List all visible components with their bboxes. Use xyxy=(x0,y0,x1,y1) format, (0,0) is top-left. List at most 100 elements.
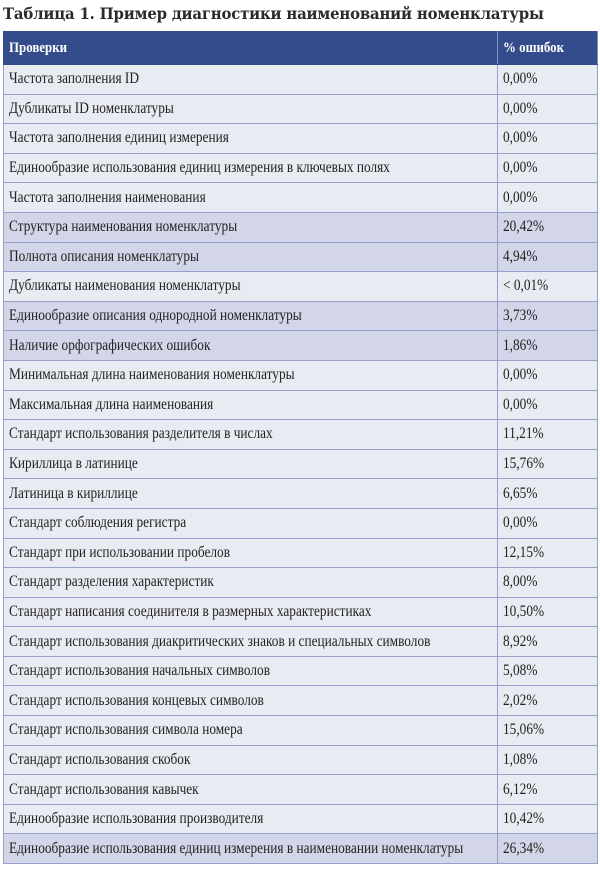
check-name-cell: Стандарт при использовании пробелов xyxy=(3,537,498,569)
error-percent-cell: 4,94% xyxy=(497,241,598,273)
error-percent: 8,92% xyxy=(503,632,538,650)
error-percent-cell: 0,00% xyxy=(497,64,598,95)
error-percent-cell: 10,42% xyxy=(497,803,598,835)
check-name: Наличие орфографических ошибок xyxy=(9,336,211,354)
error-percent: 10,42% xyxy=(503,810,545,828)
check-name: Частота заполнения единиц измерения xyxy=(9,129,229,147)
check-name-cell: Минимальная длина наименования номенклат… xyxy=(3,359,498,391)
error-percent-cell: 3,73% xyxy=(497,300,598,332)
error-percent: 8,00% xyxy=(503,573,538,591)
error-percent-cell: 11,21% xyxy=(497,419,598,450)
error-percent: 15,06% xyxy=(503,721,545,739)
error-percent-cell: 0,00% xyxy=(497,123,598,154)
check-name-cell: Стандарт использования концевых символов xyxy=(3,685,498,717)
error-percent-cell: 6,12% xyxy=(497,774,598,805)
table-row: Стандарт соблюдения регистра 0,00% xyxy=(3,507,598,539)
check-name-cell: Стандарт соблюдения регистра xyxy=(3,507,498,539)
error-percent: 12,15% xyxy=(503,543,545,561)
table-row: Кириллица в латинице 15,76% xyxy=(3,448,598,480)
check-name: Латиница в кириллице xyxy=(9,484,138,502)
error-percent-cell: 0,00% xyxy=(497,389,598,421)
check-name-cell: Дубликаты ID номенклатуры xyxy=(3,93,498,125)
table-row: Частота заполнения единиц измерения 0,00% xyxy=(3,123,598,154)
error-percent-cell: 8,92% xyxy=(497,626,598,657)
check-name: Стандарт при использовании пробелов xyxy=(9,543,230,561)
table-row: Стандарт при использовании пробелов 12,15… xyxy=(3,537,598,569)
check-name-cell: Полнота описания номенклатуры xyxy=(3,241,498,273)
check-name: Структура наименования номенклатуры xyxy=(9,218,238,236)
table-row: Наличие орфографических ошибок 1,86% xyxy=(3,330,598,361)
check-name-cell: Стандарт использования разделителя в чис… xyxy=(3,419,498,450)
check-name: Полнота описания номенклатуры xyxy=(9,247,199,265)
error-percent: 0,00% xyxy=(503,366,538,384)
diagnostics-table: Проверки % ошибок Частота заполнения ID 0… xyxy=(3,31,598,865)
error-percent-cell: 5,08% xyxy=(497,655,598,687)
check-name-cell: Максимальная длина наименования xyxy=(3,389,498,421)
error-percent-cell: 6,65% xyxy=(497,478,598,509)
check-name: Стандарт написания соединителя в размерн… xyxy=(9,602,372,620)
error-percent-cell: 20,42% xyxy=(497,211,598,243)
check-name: Частота заполнения ID xyxy=(9,70,140,88)
error-percent-cell: 10,50% xyxy=(497,596,598,628)
table-row: Единообразие использования производителя… xyxy=(3,803,598,835)
table-row: Стандарт использования кавычек 6,12% xyxy=(3,774,598,805)
check-name: Дубликаты наименования номенклатуры xyxy=(9,277,241,295)
table-header-row: Проверки % ошибок xyxy=(3,31,598,65)
error-percent-cell: 15,76% xyxy=(497,448,598,480)
check-name: Стандарт использования концевых символов xyxy=(9,691,264,709)
error-percent: 4,94% xyxy=(503,247,538,265)
table-row: Единообразие использования единиц измере… xyxy=(3,833,598,865)
error-percent: 11,21% xyxy=(503,425,544,443)
check-name: Стандарт соблюдения регистра xyxy=(9,514,187,532)
error-percent: 2,02% xyxy=(503,691,538,709)
error-percent-cell: 0,00% xyxy=(497,152,598,184)
column-header-errors: % ошибок xyxy=(497,31,598,65)
table-row: Стандарт использования разделителя в чис… xyxy=(3,419,598,450)
check-name-cell: Частота заполнения единиц измерения xyxy=(3,123,498,154)
error-percent: 6,12% xyxy=(503,780,538,798)
check-name: Единообразие описания однородной номенкл… xyxy=(9,307,302,325)
error-percent: 0,00% xyxy=(503,395,538,413)
table-row: Латиница в кириллице 6,65% xyxy=(3,478,598,509)
table-row: Стандарт использования скобок 1,08% xyxy=(3,744,598,776)
error-percent-cell: 15,06% xyxy=(497,715,598,746)
table-row: Единообразие использования единиц измере… xyxy=(3,152,598,184)
error-percent-cell: 8,00% xyxy=(497,567,598,598)
table-row: Максимальная длина наименования 0,00% xyxy=(3,389,598,421)
table-row: Стандарт использования начальных символо… xyxy=(3,655,598,687)
table-row: Частота заполнения наименования 0,00% xyxy=(3,182,598,213)
error-percent: 1,86% xyxy=(503,336,538,354)
check-name-cell: Структура наименования номенклатуры xyxy=(3,211,498,243)
check-name: Кириллица в латинице xyxy=(9,455,138,473)
table-row: Стандарт использования диакритических зн… xyxy=(3,626,598,657)
error-percent: 6,65% xyxy=(503,484,538,502)
check-name: Минимальная длина наименования номенклат… xyxy=(9,366,295,384)
check-name: Стандарт использования диакритических зн… xyxy=(9,632,431,650)
error-percent: 10,50% xyxy=(503,602,545,620)
table-row: Дубликаты наименования номенклатуры < 0,0… xyxy=(3,271,598,302)
error-percent-cell: 1,86% xyxy=(497,330,598,361)
table-row: Стандарт использования концевых символов… xyxy=(3,685,598,717)
check-name: Стандарт использования разделителя в чис… xyxy=(9,425,273,443)
table-row: Минимальная длина наименования номенклат… xyxy=(3,359,598,391)
check-name-cell: Дубликаты наименования номенклатуры xyxy=(3,271,498,302)
error-percent-cell: 2,02% xyxy=(497,685,598,717)
table-row: Стандарт использования символа номера 15,… xyxy=(3,715,598,746)
error-percent: 1,08% xyxy=(503,750,538,768)
table-row: Единообразие описания однородной номенкл… xyxy=(3,300,598,332)
error-percent-cell: 0,00% xyxy=(497,507,598,539)
check-name: Стандарт использования начальных символо… xyxy=(9,662,270,680)
check-name-cell: Единообразие использования единиц измере… xyxy=(3,833,498,865)
check-name-cell: Наличие орфографических ошибок xyxy=(3,330,498,361)
check-name-cell: Единообразие использования единиц измере… xyxy=(3,152,498,184)
error-percent: 0,00% xyxy=(503,159,538,177)
table-row: Структура наименования номенклатуры 20,42… xyxy=(3,211,598,243)
error-percent-cell: 26,34% xyxy=(497,833,598,865)
check-name-cell: Кириллица в латинице xyxy=(3,448,498,480)
check-name-cell: Частота заполнения ID xyxy=(3,64,498,95)
check-name-cell: Стандарт использования диакритических зн… xyxy=(3,626,498,657)
check-name-cell: Единообразие использования производителя xyxy=(3,803,498,835)
error-percent-cell: 1,08% xyxy=(497,744,598,776)
error-percent-cell: 12,15% xyxy=(497,537,598,569)
error-percent: 0,00% xyxy=(503,99,538,117)
